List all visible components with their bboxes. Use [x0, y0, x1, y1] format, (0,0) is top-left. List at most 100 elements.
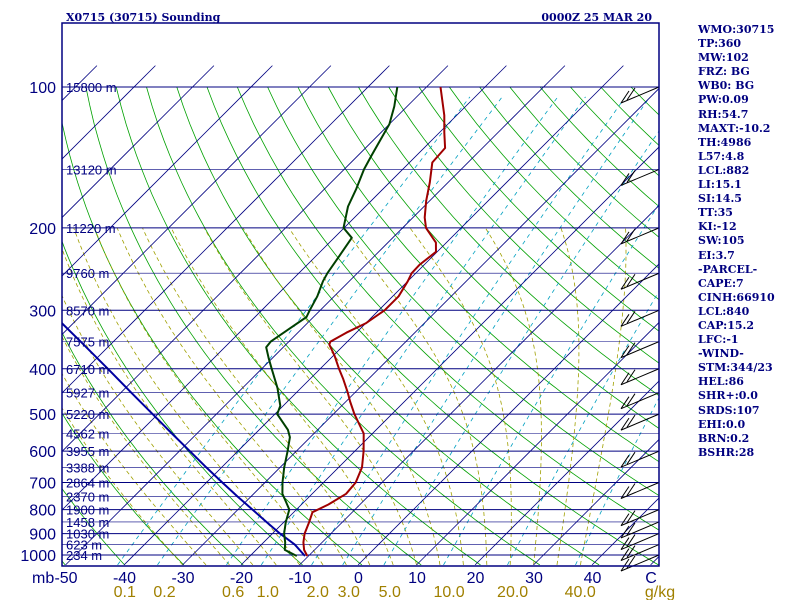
index-line: SI:14.5	[698, 192, 742, 206]
pressure-label: 1000	[20, 548, 56, 565]
wind-barb	[620, 392, 660, 410]
dry-adiabat	[62, 560, 66, 566]
isotherm	[65, 65, 566, 566]
temperature-tick-label: 40	[584, 570, 602, 587]
pressure-label: 300	[29, 303, 56, 320]
pressure-label: 200	[29, 221, 56, 238]
dry-adiabat	[297, 86, 659, 463]
pressure-label: 500	[29, 407, 56, 424]
index-line: HEL:86	[698, 375, 744, 389]
wind-barb	[620, 368, 660, 386]
height-label: 623 m	[66, 538, 102, 553]
moist-adiabat	[94, 227, 324, 566]
wind-barb	[620, 341, 660, 359]
height-label: 6710 m	[66, 362, 109, 377]
temperature-tick-label: -10	[288, 570, 311, 587]
wind-barb	[620, 227, 660, 245]
mixing-ratio-line	[117, 96, 471, 566]
index-line: MW:102	[698, 51, 749, 65]
wind-barb	[620, 86, 660, 104]
temperature-line	[302, 86, 447, 557]
height-label: 3388 m	[66, 460, 109, 475]
isobars	[62, 86, 659, 556]
wind-barb	[620, 413, 660, 431]
mixing-ratio-tick-label: 0.6	[222, 584, 244, 600]
pressure-label: 100	[29, 80, 56, 97]
temperature-tick-label: 0	[354, 570, 363, 587]
dry-adiabat	[388, 86, 659, 364]
profiles	[62, 86, 447, 557]
indices-panel: WMO:30715 TP:360 MW:102 FRZ: BG WB0: BG PW:0.…	[698, 23, 798, 460]
axis-labels: X0715 (30715) Sounding 0000Z 25 MAR 20 1…	[20, 11, 675, 600]
mixing-ratio-tick-label: 1.0	[257, 584, 279, 600]
height-label: 1458 m	[66, 515, 109, 530]
mixing-ratio-line	[383, 130, 659, 566]
height-label: 1030 m	[66, 527, 109, 542]
mixing-ratio-tick-label: 0.1	[114, 584, 136, 600]
dry-adiabat	[267, 86, 659, 497]
mixing-ratio-tick-label: 2.0	[307, 584, 329, 600]
index-line: STM:344/23	[698, 361, 773, 375]
chart-datetime: 0000Z 25 MAR 20	[541, 11, 652, 24]
index-line: LCL:840	[698, 304, 750, 318]
height-label: 2370 m	[66, 490, 109, 505]
moist-adiabat	[170, 227, 394, 566]
dry-adiabat	[358, 86, 659, 397]
isotherm	[62, 65, 390, 394]
isotherm	[62, 65, 273, 277]
mixing-ratio-line	[157, 96, 503, 566]
index-line: BSHR:28	[698, 445, 755, 459]
wind-barb	[620, 272, 660, 290]
wind-barb	[620, 168, 660, 186]
mixing-ratio-tick-label: 5.0	[379, 584, 401, 600]
height-label: 9760 m	[66, 266, 109, 281]
moist-adiabat	[580, 227, 627, 565]
isotherm	[182, 87, 659, 566]
wind-barb	[620, 309, 660, 327]
moist-adiabat	[73, 227, 300, 566]
isotherm	[62, 65, 449, 453]
parcel-path	[62, 321, 306, 557]
moist-adiabat	[409, 227, 512, 565]
index-line: CINH:66910	[698, 290, 775, 304]
mixing-ratio-line	[260, 96, 586, 566]
temperature-tick-label: C	[645, 570, 657, 587]
height-label: 2864 m	[66, 476, 109, 491]
mixing-ratio-tick-label: 40.0	[565, 584, 596, 600]
dry-adiabat	[146, 86, 541, 566]
wind-barb	[620, 521, 660, 539]
temperature-tick-label: -30	[171, 570, 194, 587]
wind-barb	[620, 533, 660, 551]
isotherm	[62, 65, 215, 219]
pressure-label: 900	[29, 527, 56, 544]
index-line: KI:-12	[698, 220, 737, 234]
isotherm	[123, 65, 624, 566]
pressure-label: 600	[29, 444, 56, 461]
index-line: WMO:30715	[698, 23, 775, 36]
wind-barbs	[620, 86, 660, 572]
temperature-tick-label: 10	[408, 570, 426, 587]
isotherms	[62, 65, 659, 566]
mixing-ratio-tick-label: 20.0	[497, 584, 528, 600]
height-label: 5220 m	[66, 407, 109, 422]
isotherm	[240, 146, 659, 566]
dry-adiabat	[62, 331, 244, 566]
index-line: BRN:0.2	[698, 431, 750, 445]
index-line: EHI:0.0	[698, 417, 746, 431]
mixing-ratio-tick-label: 10.0	[433, 584, 464, 600]
temperature-tick-label: -20	[230, 570, 253, 587]
wind-barb	[620, 544, 660, 562]
index-line: LFC:-1	[698, 333, 739, 347]
index-line: L57:4.8	[698, 149, 745, 163]
pressure-label: 400	[29, 362, 56, 379]
dry-adiabat	[62, 412, 185, 566]
moist-adiabat	[242, 227, 441, 565]
dewpoint-line	[265, 86, 399, 557]
height-label: 5927 m	[66, 386, 109, 401]
index-line: PW:0.09	[698, 93, 749, 107]
isotherm	[62, 65, 156, 160]
isotherm	[62, 65, 332, 336]
index-line: FRZ: BG	[698, 65, 750, 79]
index-line: TP:360	[698, 37, 742, 51]
moist-adiabat	[343, 227, 488, 565]
